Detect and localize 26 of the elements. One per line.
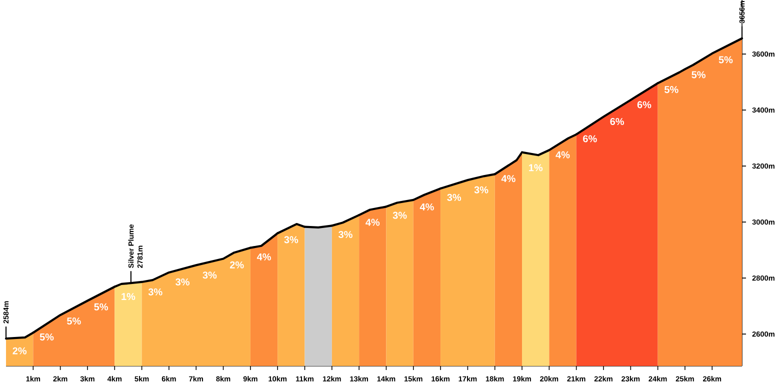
annotation: 1% bbox=[122, 292, 136, 300]
annotation: 4% bbox=[420, 203, 434, 210]
annotation: 3% bbox=[392, 212, 407, 219]
annotation: 6% bbox=[583, 135, 597, 142]
annotation: 4% bbox=[366, 218, 380, 226]
annotation: 4% bbox=[556, 151, 570, 158]
annotation: 3% bbox=[338, 230, 352, 238]
annotation: 4% bbox=[501, 175, 516, 182]
annotation: 2% bbox=[12, 347, 27, 354]
annotation: 3% bbox=[447, 194, 462, 201]
annotation: 5% bbox=[66, 317, 81, 325]
annotation: 3% bbox=[148, 288, 162, 296]
annotation: 2% bbox=[230, 261, 244, 268]
annotation: 5% bbox=[40, 333, 54, 341]
annotation: 5% bbox=[94, 303, 108, 310]
annotation: 1% bbox=[529, 164, 543, 172]
annotation: 5% bbox=[664, 86, 678, 94]
annotation: 3% bbox=[176, 278, 190, 286]
annotation: 3% bbox=[284, 236, 298, 244]
annotation: 3% bbox=[474, 186, 488, 194]
annotation: 3% bbox=[202, 272, 217, 279]
annotation: 5% bbox=[718, 56, 733, 64]
annotation: 4% bbox=[256, 253, 271, 260]
annotation: 5% bbox=[692, 71, 706, 78]
annotation: 6% bbox=[637, 101, 652, 108]
annotation: 6% bbox=[610, 118, 624, 126]
